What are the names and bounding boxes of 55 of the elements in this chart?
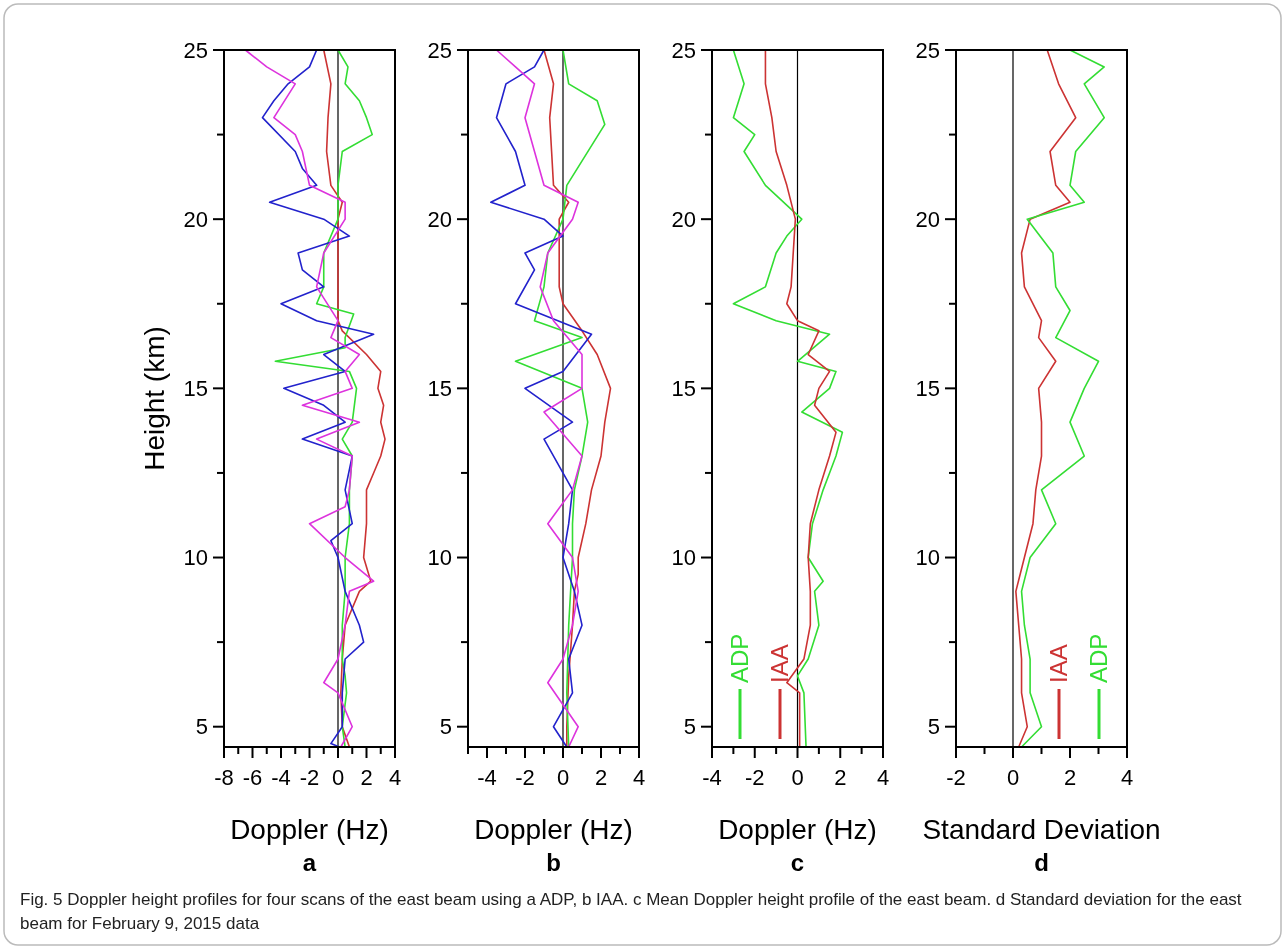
text: ADP: [726, 633, 754, 683]
y-tick-label: 5: [683, 714, 696, 740]
y-tick-label: 15: [915, 376, 940, 402]
y-tick-label: 25: [183, 37, 208, 63]
text: a: [302, 849, 317, 876]
x-tick-label: 0: [1006, 765, 1020, 790]
x-tick-label: -6: [242, 765, 263, 790]
y-tick-label: 15: [427, 376, 452, 402]
x-tick-label: 2: [1063, 765, 1077, 790]
text: ADP: [1085, 633, 1113, 683]
x-tick-label: 0: [556, 765, 570, 790]
y-tick-label: 20: [915, 206, 940, 232]
x-tick-label: 4: [876, 765, 890, 790]
x-tick-label: -4: [271, 765, 291, 790]
y-tick-label: 25: [427, 37, 452, 63]
x-tick-label: -2: [744, 765, 765, 790]
x-tick-label: 4: [632, 765, 646, 790]
y-tick-label: 25: [671, 37, 696, 63]
text: IAA: [766, 644, 794, 683]
y-tick-label: 20: [427, 206, 452, 232]
x-tick-label: -8: [214, 765, 234, 790]
x-axis-title: Doppler (Hz): [474, 814, 633, 845]
y-tick-label: 5: [195, 714, 208, 740]
text: IAA: [1045, 644, 1073, 683]
x-tick-label: 2: [360, 765, 373, 790]
x-axis-title: Doppler (Hz): [718, 814, 877, 845]
x-tick-label: -2: [299, 765, 320, 790]
y-tick-label: 5: [927, 714, 940, 740]
text: d: [1034, 849, 1049, 876]
y-tick-label: 15: [671, 376, 696, 402]
x-tick-label: 4: [388, 765, 402, 790]
text: b: [546, 849, 561, 876]
x-tick-label: -4: [477, 765, 497, 790]
x-axis-title: Doppler (Hz): [230, 814, 389, 845]
y-tick-label: 25: [915, 37, 940, 63]
x-tick-label: 0: [331, 765, 345, 790]
x-tick-label: 0: [791, 765, 804, 790]
y-tick-label: 5: [439, 714, 452, 740]
caption: Fig. 5 Doppler height profiles for four scans of the east beam using a ADP, b IAA. c Mean Doppler height profile of the east beam. d Standard deviation for the east beam for February 9, 2015 data: [20, 889, 1243, 935]
x-tick-label: 4: [1120, 765, 1134, 790]
x-tick-label: -4: [702, 765, 722, 790]
y-tick-label: 15: [183, 376, 208, 402]
x-axis-title: Standard Deviation: [922, 814, 1161, 845]
x-tick-label: 2: [834, 765, 847, 790]
x-tick-label: -2: [946, 765, 966, 790]
y-tick-label: 10: [427, 545, 452, 571]
x-tick-label: 2: [594, 765, 608, 790]
y-tick-label: 20: [671, 206, 696, 232]
y-tick-label: 10: [915, 545, 940, 571]
text: c: [790, 849, 805, 876]
x-tick-label: -2: [515, 765, 535, 790]
y-axis-title: Height (km): [139, 326, 170, 471]
y-tick-label: 20: [183, 206, 208, 232]
y-tick-label: 10: [671, 545, 696, 571]
y-tick-label: 10: [183, 545, 208, 571]
